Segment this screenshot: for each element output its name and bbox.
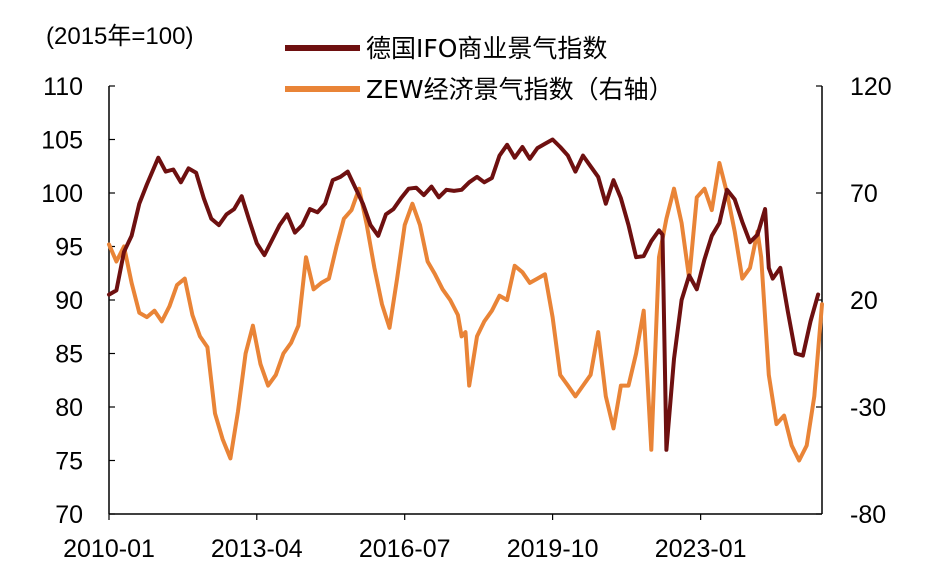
right-tick-label: 120 (850, 73, 892, 101)
series-layer (107, 137, 824, 463)
right-tick-label: -30 (850, 394, 886, 422)
legend: 德国IFO商业景气指数 ZEW经济景气指数（右轴） (285, 34, 674, 104)
right-tick-label: 20 (850, 287, 878, 315)
legend-label-zew: ZEW经济景气指数（右轴） (366, 75, 674, 104)
axes-ticks: 70 75 80 85 90 95 100 105 110 -80 -30 20 70 120 2010-0… (41, 73, 891, 563)
left-tick-label: 70 (55, 501, 83, 529)
x-tick-label: 2010-01 (63, 535, 155, 563)
unit-note: (2015年=100) (46, 23, 193, 50)
left-tick-label: 95 (55, 234, 83, 262)
x-tick-label: 2019-10 (507, 535, 599, 563)
left-tick-label: 80 (55, 394, 83, 422)
x-tick-label: 2023-01 (655, 535, 747, 563)
x-tick-label: 2016-07 (359, 535, 451, 563)
left-tick-label: 85 (55, 341, 83, 369)
legend-label-ifo: 德国IFO商业景气指数 (366, 34, 607, 63)
plot-area: 70 75 80 85 90 95 100 105 110 -80 -30 20 70 120 2010-0… (41, 73, 891, 563)
left-tick-label: 90 (55, 287, 83, 315)
left-tick-label: 105 (41, 127, 83, 155)
x-tick-label: 2013-04 (211, 535, 303, 563)
series-line-zew (107, 161, 824, 463)
left-tick-label: 75 (55, 448, 83, 476)
left-tick-label: 100 (41, 180, 83, 208)
series-line-ifo (107, 137, 821, 452)
left-tick-label: 110 (43, 73, 83, 101)
right-tick-label: -80 (850, 501, 886, 529)
right-tick-label: 70 (850, 180, 878, 208)
